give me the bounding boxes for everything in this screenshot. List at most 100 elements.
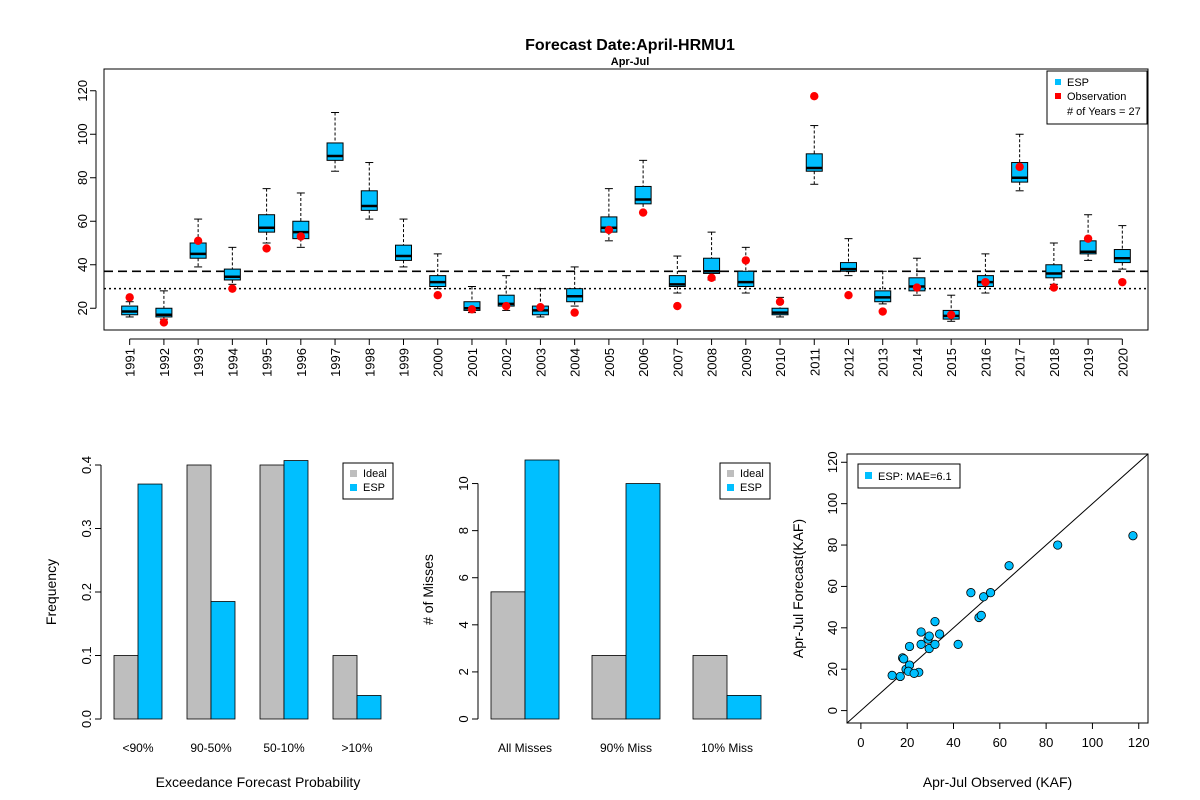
x-tick-label: 2013 — [876, 348, 891, 377]
frequency-panel: 0.0 0.1 0.2 0.3 0.4 Frequency <90% 90-50% 50-10%… — [43, 456, 394, 790]
box-2016 — [976, 253, 994, 294]
box-body — [155, 307, 173, 318]
y-tick-label: 20 — [75, 301, 90, 315]
legend: Ideal ESP — [719, 462, 771, 500]
box-body — [223, 268, 241, 281]
x-tick-label: 2018 — [1047, 348, 1062, 377]
x-tick-label: >10% — [341, 741, 372, 755]
y-tick-label: 60 — [75, 214, 90, 228]
scatter-point-22 — [930, 639, 940, 649]
scatter-point-4 — [966, 588, 976, 598]
observation-point — [1049, 283, 1059, 292]
box-1993 — [189, 218, 207, 268]
box-body — [1113, 249, 1131, 264]
legend: Ideal ESP — [342, 462, 394, 500]
observation-point — [125, 293, 134, 302]
x-tick-label: 0 — [857, 735, 864, 750]
legend-label-obs: Observation — [1067, 91, 1126, 103]
scatter-point-13 — [904, 641, 915, 652]
legend-swatch-esp — [1055, 79, 1061, 85]
box-2001 — [463, 286, 481, 314]
legend-label-ideal: Ideal — [740, 468, 764, 480]
x-tick-label: 40 — [946, 735, 960, 750]
x-tick-label: 2002 — [499, 348, 514, 377]
x-tick-label: 1995 — [260, 348, 275, 377]
x-tick-label: 1992 — [157, 348, 172, 377]
box-2000 — [429, 253, 447, 300]
y-tick-label: 0.4 — [79, 456, 94, 474]
box-1997 — [326, 112, 344, 172]
box-1991 — [121, 293, 139, 318]
scatter-point-5 — [979, 592, 989, 602]
bar-ideal-2 — [692, 655, 728, 720]
y-tick-label: 80 — [75, 171, 90, 185]
scatter-point-19 — [899, 654, 909, 664]
observation-point — [946, 310, 956, 319]
observation-point — [741, 256, 751, 265]
x-tick-label: 2014 — [910, 348, 925, 377]
box-body — [189, 242, 207, 259]
bar-esp-2 — [726, 695, 762, 720]
box-2019 — [1079, 214, 1097, 261]
scatter-point-18 — [916, 627, 926, 637]
x-tick-label: 2000 — [431, 348, 446, 377]
y-tick-label: 0.3 — [79, 519, 94, 537]
box-2004 — [566, 266, 584, 317]
chart-title: Forecast Date:April-HRMU1 — [525, 37, 735, 54]
box-body — [395, 244, 413, 261]
x-tick-label: All Misses — [498, 741, 552, 755]
x-tick-label: 100 — [1082, 735, 1104, 750]
bar-esp-1 — [625, 483, 661, 720]
scatter-point-21 — [895, 671, 905, 682]
x-tick-label: 60 — [993, 735, 1007, 750]
x-tick-label: 80 — [1039, 735, 1053, 750]
scatter-point-26 — [930, 617, 940, 627]
observation-point — [536, 302, 545, 312]
scatter-point-16 — [909, 668, 919, 678]
y-tick-label: 120 — [75, 80, 90, 102]
y-tick-label: 40 — [825, 621, 840, 635]
bar-ideal-3 — [332, 655, 358, 720]
observation-point — [878, 307, 887, 316]
box-body — [258, 214, 276, 233]
y-tick-label: 10 — [456, 476, 471, 490]
x-tick-label: <90% — [122, 741, 153, 755]
observation-point — [262, 244, 271, 253]
observation-point — [501, 301, 511, 311]
scatter-panel: 0 20 40 60 80 100 120 0 20 40 60 80 100 120 Apr-Jul Ob… — [790, 451, 1150, 790]
x-tick-label: 2017 — [1013, 348, 1028, 377]
plot-frame — [846, 453, 1149, 724]
box-2012 — [839, 238, 857, 300]
box-2017 — [1011, 133, 1029, 192]
box-2009 — [737, 246, 755, 294]
x-tick-label: 50-10% — [263, 741, 305, 755]
x-tick-label: 1999 — [397, 348, 412, 377]
x-tick-label: 2019 — [1081, 348, 1096, 377]
box-2002 — [497, 275, 515, 311]
y-axis-title: Apr-Jul Forecast(KAF) — [790, 519, 806, 658]
legend: ESP Observation # of Years = 27 — [1046, 70, 1148, 125]
x-tick-label: 2016 — [978, 348, 993, 377]
scatter-point-23 — [1053, 540, 1063, 550]
scatter-point-24 — [924, 631, 934, 641]
y-tick-label: 2 — [456, 668, 471, 675]
y-tick-label: 4 — [456, 621, 471, 628]
box-1994 — [223, 246, 241, 293]
legend-box — [1046, 70, 1148, 125]
x-tick-label: 1994 — [225, 348, 240, 377]
y-tick-label: 60 — [825, 579, 840, 593]
x-tick-label: 2004 — [568, 348, 583, 377]
box-1995 — [258, 188, 276, 253]
x-tick-label: 2005 — [602, 348, 617, 377]
observation-point — [159, 318, 169, 327]
bar-ideal-1 — [186, 464, 212, 720]
box-body — [1045, 264, 1063, 279]
legend-label-years: # of Years = 27 — [1067, 106, 1141, 118]
scatter-point-12 — [1004, 561, 1014, 571]
y-tick-label: 100 — [825, 493, 840, 515]
observation-point — [193, 236, 203, 246]
observation-point — [296, 232, 306, 241]
misses-panel: 0 2 4 6 8 10 # of Misses All Misses 90% Miss 10% … — [420, 459, 771, 755]
observation-point — [707, 273, 716, 282]
